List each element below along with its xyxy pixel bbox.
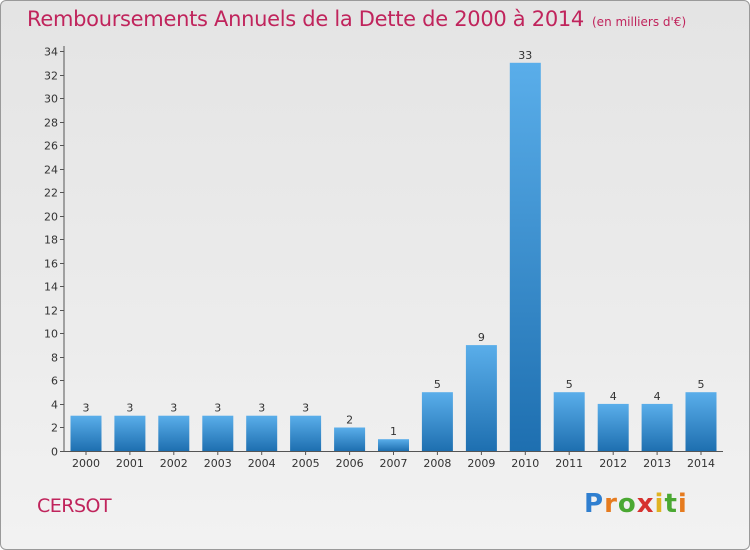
y-tick-label: 14 — [44, 281, 58, 294]
bar-value-label: 3 — [258, 402, 265, 415]
y-tick-label: 34 — [44, 46, 58, 59]
bar — [378, 439, 409, 451]
y-tick-label: 22 — [44, 187, 58, 200]
bar — [465, 345, 497, 451]
bar-value-label: 3 — [126, 402, 133, 415]
bar-value-label: 4 — [654, 390, 661, 403]
x-tick-label: 2009 — [467, 457, 495, 470]
x-tick-label: 2002 — [160, 457, 188, 470]
x-tick-label: 2006 — [336, 457, 364, 470]
x-tick-label: 2001 — [116, 457, 144, 470]
chart-title-text: Remboursements Annuels de la Dette de 20… — [27, 7, 584, 31]
bar — [509, 62, 541, 452]
bar — [290, 415, 322, 451]
bar — [114, 415, 146, 451]
x-tick-label: 2010 — [511, 457, 539, 470]
y-tick-label: 26 — [44, 140, 58, 153]
bar — [597, 403, 629, 451]
proxiti-logo: Proxiti — [584, 489, 688, 519]
bar — [334, 427, 366, 451]
x-tick-label: 2003 — [204, 457, 232, 470]
bar — [553, 392, 585, 451]
chart-title: Remboursements Annuels de la Dette de 20… — [27, 7, 686, 31]
y-tick-label: 16 — [44, 258, 58, 271]
bar — [202, 415, 234, 451]
bar — [246, 415, 278, 451]
bar-value-label: 33 — [518, 49, 532, 62]
x-tick-label: 2011 — [555, 457, 583, 470]
x-tick-label: 2013 — [643, 457, 671, 470]
y-tick-label: 10 — [44, 328, 58, 341]
bar-value-label: 9 — [478, 331, 485, 344]
x-tick-label: 2008 — [423, 457, 451, 470]
x-tick-label: 2000 — [72, 457, 100, 470]
y-tick-label: 4 — [51, 399, 58, 412]
y-tick-label: 28 — [44, 117, 58, 130]
bar-value-label: 3 — [170, 402, 177, 415]
bar-value-label: 5 — [566, 378, 573, 391]
y-tick-label: 12 — [44, 305, 58, 318]
y-tick-label: 30 — [44, 93, 58, 106]
y-tick-label: 6 — [51, 375, 58, 388]
y-tick-label: 2 — [51, 422, 58, 435]
y-tick-label: 20 — [44, 211, 58, 224]
x-tick-label: 2014 — [687, 457, 715, 470]
y-tick-label: 0 — [51, 446, 58, 459]
bar — [421, 392, 453, 451]
x-tick-label: 2012 — [599, 457, 627, 470]
y-tick-label: 8 — [51, 352, 58, 365]
bar-value-label: 2 — [346, 414, 353, 427]
bar-value-label: 3 — [214, 402, 221, 415]
chart-subtitle: (en milliers d'€) — [592, 15, 687, 29]
x-tick-label: 2004 — [248, 457, 276, 470]
bar — [158, 415, 190, 451]
bar-value-label: 4 — [610, 390, 617, 403]
bar — [70, 415, 102, 451]
x-tick-label: 2005 — [292, 457, 320, 470]
y-tick-label: 32 — [44, 70, 58, 83]
bar — [641, 403, 673, 451]
bar-value-label: 3 — [302, 402, 309, 415]
commune-name: CERSOT — [37, 495, 112, 517]
bar-value-label: 1 — [390, 425, 397, 438]
x-tick-label: 2007 — [380, 457, 408, 470]
bar-value-label: 5 — [698, 378, 705, 391]
bar — [685, 392, 717, 451]
bar-value-label: 3 — [83, 402, 90, 415]
y-tick-label: 18 — [44, 234, 58, 247]
bar-value-label: 5 — [434, 378, 441, 391]
y-tick-label: 24 — [44, 164, 58, 177]
